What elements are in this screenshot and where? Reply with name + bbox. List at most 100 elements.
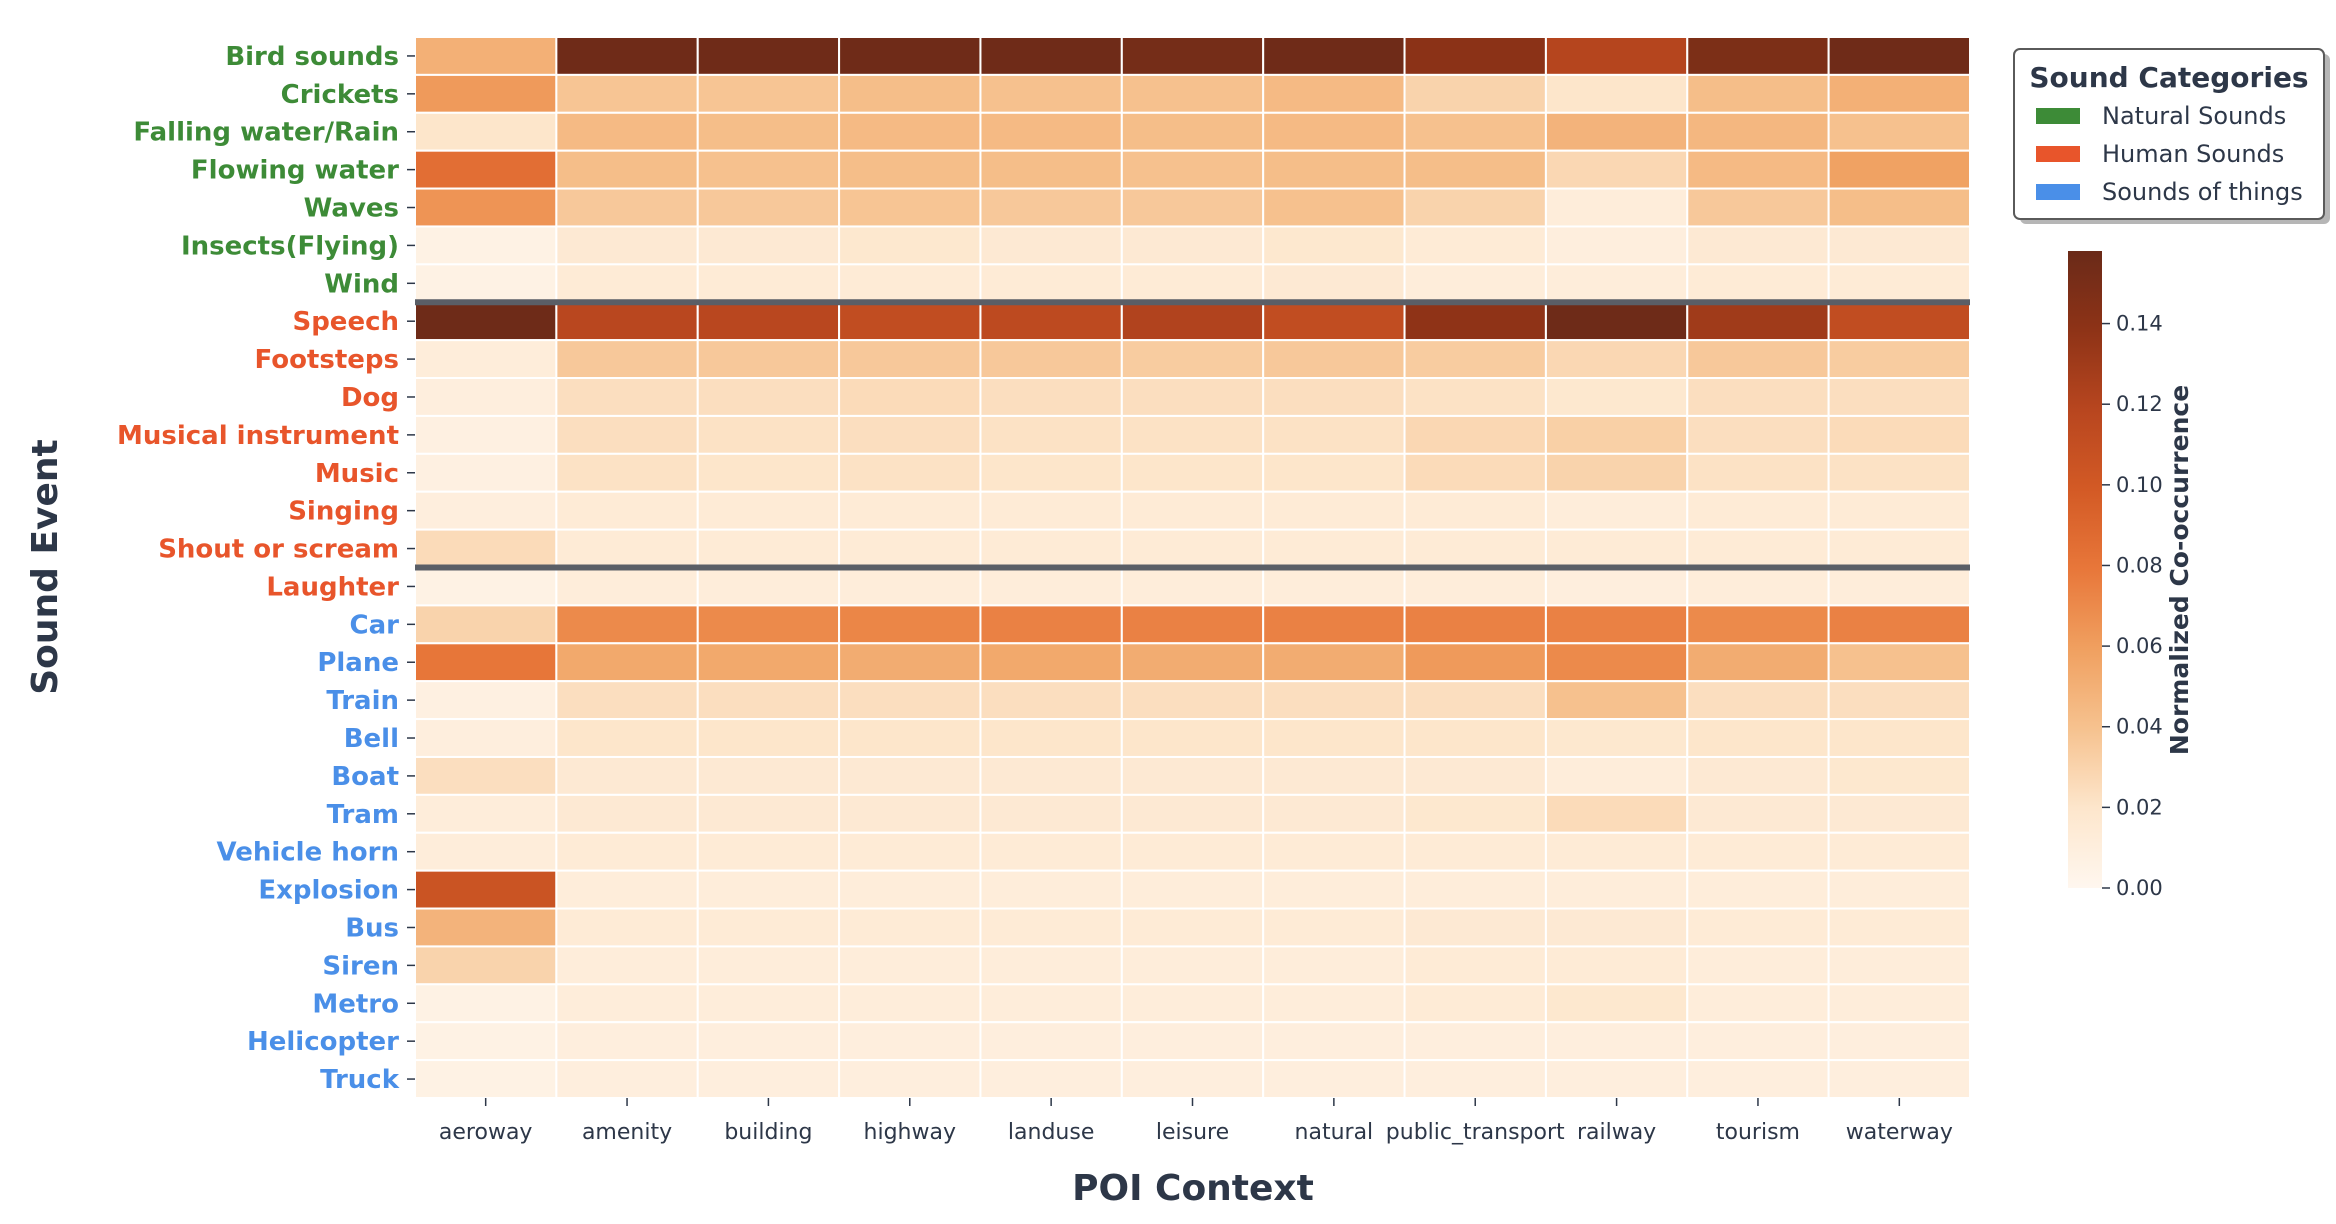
heatmap-cell [1262, 452, 1406, 493]
heatmap-cell [1120, 680, 1265, 721]
heatmap-cell [1403, 225, 1547, 266]
heatmap-cell [1544, 490, 1689, 531]
row-label: Musical instrument [117, 421, 399, 451]
heatmap-cell [838, 301, 982, 342]
heatmap-cell [414, 983, 558, 1024]
colorbar-ticks: 0.00 0.02 0.04 0.06 0.08 0.10 0.12 0.14 [2102, 312, 2163, 900]
row-label: Bird sounds [225, 42, 399, 72]
row-label: Bus [345, 913, 399, 943]
heatmap-cell [1544, 755, 1689, 796]
heatmap-cell [1827, 111, 1971, 152]
legend-items: Natural Sounds Human Sounds Sounds of thin… [2036, 102, 2303, 206]
heatmap-cell [555, 831, 699, 872]
heatmap-cell [1403, 490, 1547, 531]
heatmap-cell [555, 718, 699, 758]
heatmap-cell [696, 793, 841, 834]
colorbar-tick-label: 0.00 [2116, 876, 2163, 900]
heatmap-cell [1827, 1059, 1971, 1100]
heatmap-cell [1403, 377, 1547, 417]
heatmap-cell [838, 452, 982, 493]
colorbar-tick-label: 0.08 [2116, 553, 2163, 577]
heatmap-cell [1686, 680, 1830, 721]
heatmap-cell [1686, 452, 1830, 493]
heatmap-cell [838, 718, 982, 758]
heatmap-cell [555, 1059, 699, 1100]
heatmap-cell [555, 869, 699, 910]
heatmap-cell [838, 377, 982, 417]
column-label: highway [864, 1120, 956, 1145]
heatmap-cell [1686, 414, 1830, 455]
heatmap-cell [838, 680, 982, 721]
legend-swatch [2036, 184, 2080, 200]
heatmap-cell [1262, 528, 1406, 569]
heatmap-cell [838, 793, 982, 834]
row-label: Tram [327, 800, 399, 830]
heatmap-cell [414, 528, 558, 569]
row-label: Dog [341, 383, 399, 413]
heatmap-cell [414, 793, 558, 834]
heatmap-cell [1120, 831, 1265, 872]
heatmap-cell [979, 301, 1123, 342]
heatmap-cell [1686, 149, 1830, 190]
heatmap-cell [555, 642, 699, 683]
heatmap-cell [1262, 1059, 1406, 1100]
heatmap-cell [1827, 983, 1971, 1024]
heatmap-cell [979, 490, 1123, 531]
row-label: Singing [288, 497, 399, 527]
row-label: Siren [322, 951, 399, 981]
heatmap-cell [1403, 301, 1547, 342]
heatmap-cell [414, 452, 558, 493]
heatmap-cell [979, 642, 1123, 683]
heatmap-cell [1120, 111, 1265, 152]
heatmap-cell [1403, 945, 1547, 986]
column-label: waterway [1846, 1120, 1953, 1145]
heatmap-cell [1403, 1021, 1547, 1062]
heatmap-cell [1544, 111, 1689, 152]
heatmap-cell [1686, 945, 1830, 986]
heatmap-cell [555, 793, 699, 834]
heatmap-cell [1544, 225, 1689, 266]
heatmap-cell [414, 945, 558, 986]
heatmap-cell [696, 983, 841, 1024]
heatmap-cell [1120, 983, 1265, 1024]
row-labels: Bird sounds Crickets Falling water/Rain Flo… [117, 42, 415, 1095]
heatmap-cell [838, 36, 982, 76]
heatmap-cell [979, 263, 1123, 304]
legend-swatch [2036, 146, 2080, 162]
column-label: public_transport [1386, 1120, 1565, 1145]
heatmap-cell [696, 490, 841, 531]
heatmap-cell [838, 225, 982, 266]
heatmap-cell [1262, 73, 1406, 114]
heatmap-cell [414, 642, 558, 683]
heatmap-cell [555, 263, 699, 304]
heatmap-cell [414, 680, 558, 721]
heatmap-cell [1686, 793, 1830, 834]
heatmap-cell [1827, 377, 1971, 417]
heatmap-cell [414, 414, 558, 455]
heatmap-cell [838, 528, 982, 569]
heatmap-cell [979, 339, 1123, 380]
heatmap-cell [1262, 793, 1406, 834]
legend-title: Sound Categories [2029, 61, 2308, 94]
heatmap-cell [1403, 73, 1547, 114]
row-label: Train [326, 686, 399, 716]
column-label: tourism [1716, 1120, 1800, 1145]
heatmap-cell [1120, 36, 1265, 76]
heatmap-cell [1544, 263, 1689, 304]
heatmap-cell [414, 490, 558, 531]
heatmap-cell [1403, 187, 1547, 228]
heatmap-cell [696, 111, 841, 152]
heatmap-cell [1827, 566, 1971, 607]
heatmap-cell [1686, 983, 1830, 1024]
heatmap-cell [1120, 907, 1265, 948]
heatmap-cell [1827, 452, 1971, 493]
heatmap-cell [414, 1021, 558, 1062]
heatmap-cell [1544, 945, 1689, 986]
heatmap-cell [1262, 377, 1406, 417]
heatmap-cell [414, 1059, 558, 1100]
heatmap-cell [555, 755, 699, 796]
heatmap-cell [555, 1021, 699, 1062]
heatmap-cell [838, 73, 982, 114]
heatmap-cell [555, 301, 699, 342]
